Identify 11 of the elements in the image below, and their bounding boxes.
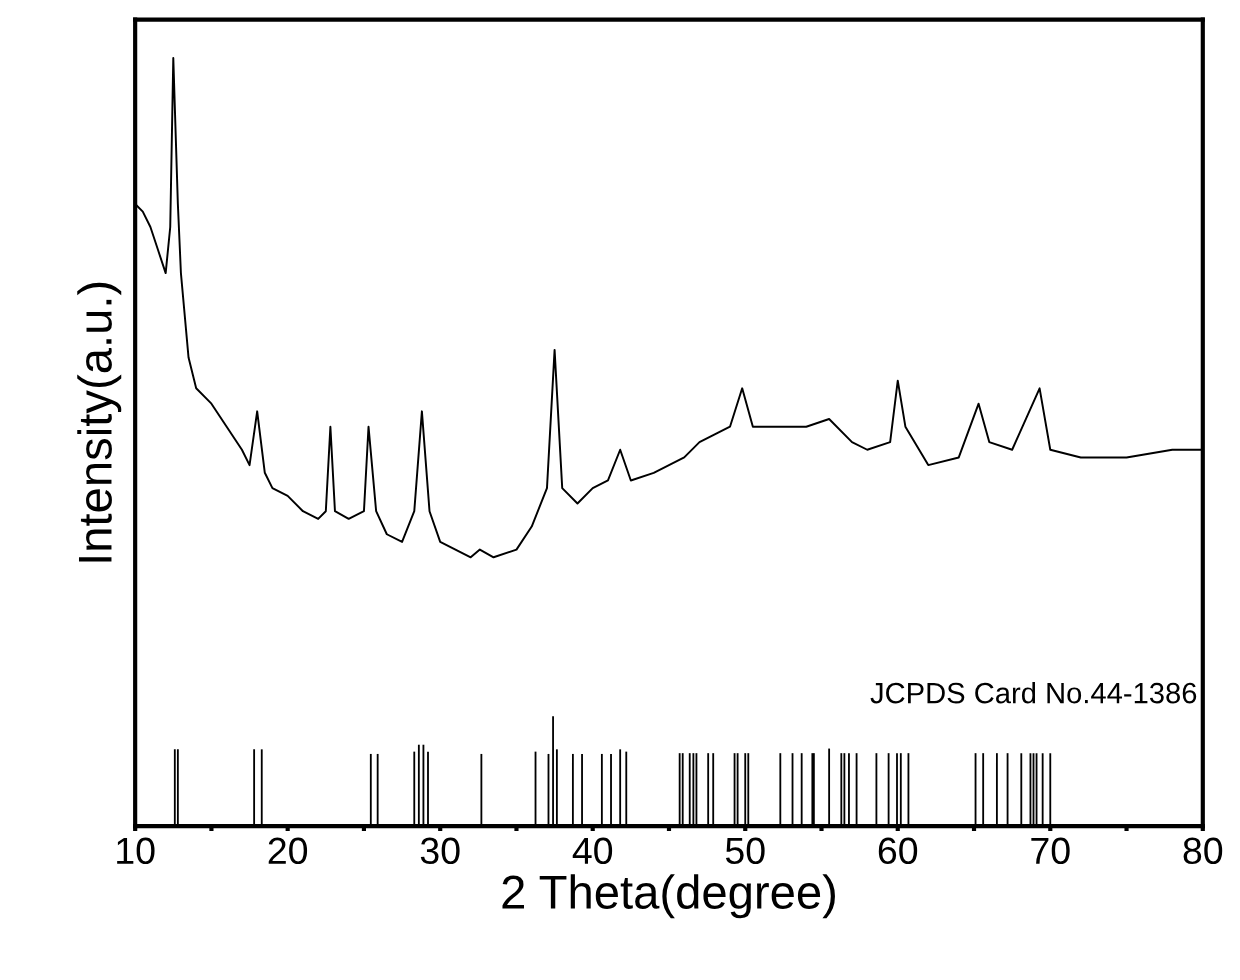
x-tick-label: 10 [117, 837, 155, 865]
x-axis-title: 2 Theta(degree) [502, 874, 835, 919]
x-tick-label: 20 [268, 837, 308, 865]
x-tick-label: 40 [572, 837, 613, 865]
x-tick-label: 60 [878, 837, 918, 865]
x-tick-label: 70 [1031, 837, 1070, 865]
x-tick-label: 80 [1183, 837, 1223, 865]
annotation: JCPDS Card No.44-1386 [870, 682, 1197, 704]
x-tick-label: 30 [420, 837, 460, 865]
y-axis-title: Intensity(a.u.) [77, 282, 122, 562]
x-tick-label: 50 [725, 837, 765, 865]
